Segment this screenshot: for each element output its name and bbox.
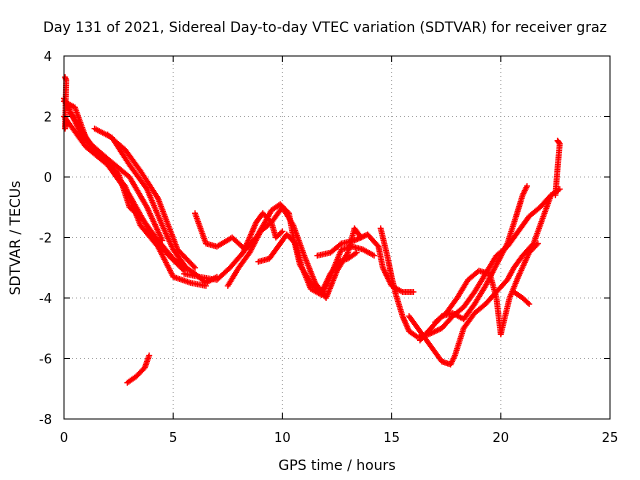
series-track-p: [510, 288, 533, 308]
y-tick-label: 4: [44, 50, 52, 65]
data-point: [179, 266, 186, 273]
data-point: [533, 241, 540, 248]
series-track-h: [181, 210, 286, 283]
series-track-f: [104, 131, 199, 271]
x-axis-label: GPS time / hours: [278, 458, 395, 474]
data-point: [278, 229, 285, 236]
series-track-q: [552, 137, 563, 199]
data-point: [371, 252, 378, 259]
series-track-r: [124, 352, 153, 386]
axis-ticks: 0 5 10 15 20 25 -8 -6 -4 -2 0 2 4: [39, 50, 618, 446]
chart-title: Day 131 of 2021, Sidereal Day-to-day VTE…: [43, 20, 607, 36]
x-tick-label: 20: [493, 431, 510, 446]
y-tick-label: -6: [39, 353, 52, 368]
series-track-d: [67, 110, 166, 244]
x-tick-label: 5: [169, 431, 177, 446]
x-tick-label: 25: [602, 431, 619, 446]
series-track-k: [314, 231, 417, 295]
series-track-l: [377, 186, 563, 341]
data-point: [524, 183, 531, 190]
y-tick-label: 2: [44, 111, 52, 126]
data-point: [534, 240, 541, 247]
series-track-j: [255, 231, 378, 298]
data-point: [192, 264, 199, 271]
data-point: [555, 138, 562, 145]
data-point: [159, 237, 166, 244]
series-track-m: [406, 192, 555, 368]
data-point: [410, 288, 417, 295]
y-tick-label: -4: [39, 292, 52, 307]
y-tick-label: 0: [44, 171, 52, 186]
y-axis-label: SDTVAR / TECUs: [8, 181, 24, 296]
x-tick-label: 15: [383, 431, 400, 446]
y-tick-label: -8: [39, 413, 52, 428]
data-point: [183, 264, 190, 271]
data-point: [279, 228, 286, 235]
x-tick-label: 10: [274, 431, 291, 446]
data-point: [146, 352, 153, 359]
data-point: [526, 301, 533, 308]
series-track-c: [61, 113, 188, 274]
y-tick-label: -2: [39, 232, 52, 247]
data-point: [554, 137, 561, 144]
data-point: [190, 263, 197, 270]
grid-lines: [64, 56, 610, 419]
x-tick-label: 0: [60, 431, 68, 446]
data-point: [291, 239, 298, 246]
series-track-o: [416, 183, 531, 344]
data-point: [202, 282, 209, 289]
data-point: [524, 299, 531, 306]
series-track-n: [432, 240, 541, 338]
data-points: [61, 74, 563, 386]
data-point: [556, 186, 563, 193]
